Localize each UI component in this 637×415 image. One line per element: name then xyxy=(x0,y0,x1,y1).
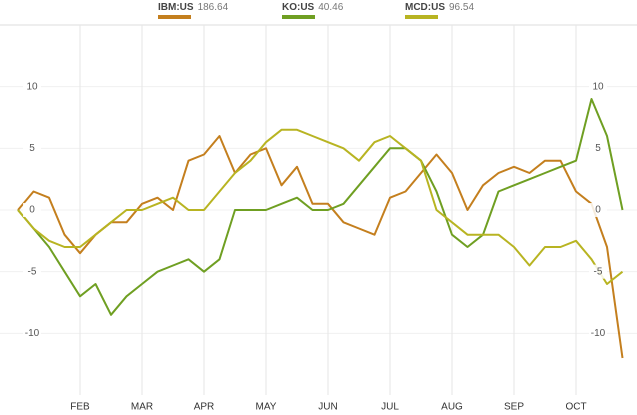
tick-label-box xyxy=(589,141,607,156)
y-tick-label: -10 xyxy=(591,328,606,339)
y-tick-label: 10 xyxy=(26,81,38,92)
x-tick-label: FEB xyxy=(70,402,90,413)
y-tick-label: -5 xyxy=(594,266,603,277)
tick-label-box xyxy=(589,203,607,217)
legend-name: MCD:US xyxy=(405,2,445,13)
legend-entry: IBM:US 186.64 xyxy=(158,2,229,13)
tick-label-box xyxy=(23,141,41,156)
y-tick-label: 10 xyxy=(592,81,604,92)
series-line xyxy=(17,128,624,285)
tick-label-box xyxy=(23,203,41,217)
x-tick-label: JUL xyxy=(381,402,399,413)
tick-label-box xyxy=(589,79,607,94)
legend-value: 186.64 xyxy=(198,2,229,13)
tick-label-box xyxy=(23,79,41,94)
tick-label-box xyxy=(589,326,607,341)
x-tick-label: MAY xyxy=(256,402,277,413)
y-tick-label: -5 xyxy=(28,266,37,277)
y-tick-label: -10 xyxy=(25,328,40,339)
y-tick-label: 0 xyxy=(595,205,601,216)
x-tick-label: JUN xyxy=(318,402,337,413)
tick-label-box xyxy=(589,264,607,279)
legend-swatch xyxy=(405,15,438,19)
legend-value: 40.46 xyxy=(318,2,343,13)
x-tick-label: OCT xyxy=(565,402,586,413)
legend-swatch xyxy=(158,15,191,19)
x-tick-label: AUG xyxy=(441,402,463,413)
series-line xyxy=(17,135,624,359)
legend-swatch xyxy=(282,15,315,19)
legend-value: 96.54 xyxy=(449,2,474,13)
tick-label-box xyxy=(23,264,41,279)
x-tick-label: SEP xyxy=(504,402,524,413)
y-tick-label: 5 xyxy=(29,143,35,154)
series-line xyxy=(17,98,624,316)
legend-name: KO:US xyxy=(282,2,315,13)
legend-entry: MCD:US 96.54 xyxy=(405,2,474,13)
x-tick-label: MAR xyxy=(131,402,153,413)
legend-name: IBM:US xyxy=(158,2,194,13)
y-tick-label: 5 xyxy=(595,143,601,154)
y-tick-label: 0 xyxy=(29,205,35,216)
tick-label-box xyxy=(23,326,41,341)
x-tick-label: APR xyxy=(194,402,215,413)
legend-entry: KO:US 40.46 xyxy=(282,2,344,13)
